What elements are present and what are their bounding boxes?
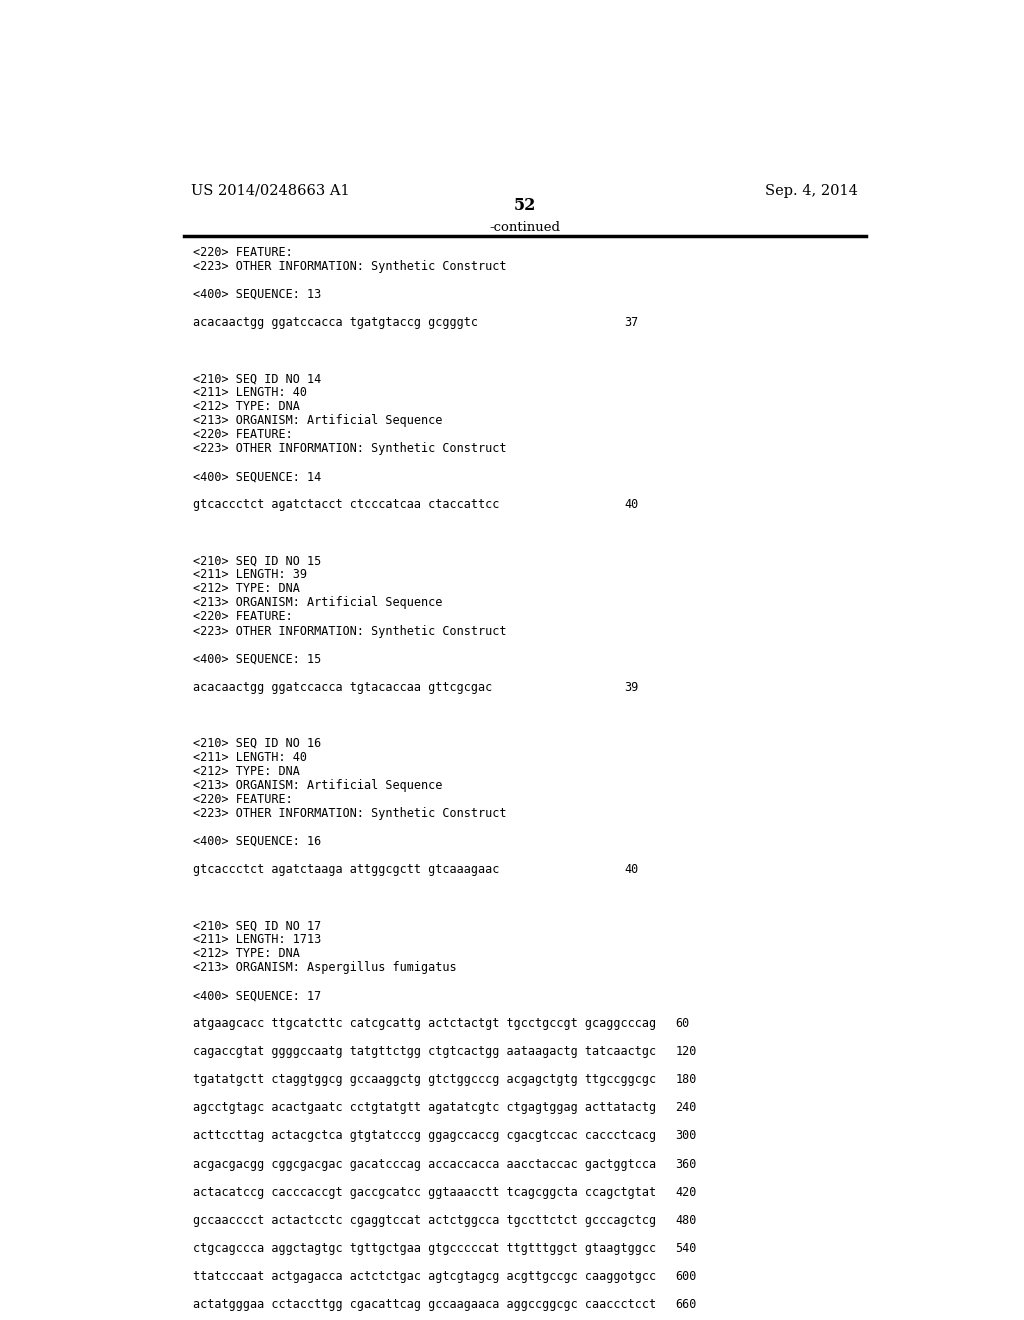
Text: <211> LENGTH: 40: <211> LENGTH: 40 (194, 385, 307, 399)
Text: 180: 180 (676, 1073, 697, 1086)
Text: <220> FEATURE:: <220> FEATURE: (194, 610, 293, 623)
Text: <213> ORGANISM: Aspergillus fumigatus: <213> ORGANISM: Aspergillus fumigatus (194, 961, 457, 974)
Text: 52: 52 (514, 197, 536, 214)
Text: acgacgacgg cggcgacgac gacatcccag accaccacca aacctaccac gactggtcca: acgacgacgg cggcgacgac gacatcccag accacca… (194, 1158, 656, 1171)
Text: <220> FEATURE:: <220> FEATURE: (194, 246, 293, 259)
Text: 420: 420 (676, 1185, 697, 1199)
Text: <211> LENGTH: 40: <211> LENGTH: 40 (194, 751, 307, 764)
Text: <211> LENGTH: 1713: <211> LENGTH: 1713 (194, 933, 322, 946)
Text: 540: 540 (676, 1242, 697, 1255)
Text: acttccttag actacgctca gtgtatcccg ggagccaccg cgacgtccac caccctcacg: acttccttag actacgctca gtgtatcccg ggagcca… (194, 1130, 656, 1143)
Text: 120: 120 (676, 1045, 697, 1059)
Text: <212> TYPE: DNA: <212> TYPE: DNA (194, 582, 300, 595)
Text: <210> SEQ ID NO 14: <210> SEQ ID NO 14 (194, 372, 322, 385)
Text: agcctgtagc acactgaatc cctgtatgtt agatatcgtc ctgagtggag acttatactg: agcctgtagc acactgaatc cctgtatgtt agatatc… (194, 1101, 656, 1114)
Text: <210> SEQ ID NO 15: <210> SEQ ID NO 15 (194, 554, 322, 568)
Text: <400> SEQUENCE: 17: <400> SEQUENCE: 17 (194, 989, 322, 1002)
Text: -continued: -continued (489, 222, 560, 235)
Text: <211> LENGTH: 39: <211> LENGTH: 39 (194, 569, 307, 581)
Text: cagaccgtat ggggccaatg tatgttctgg ctgtcactgg aataagactg tatcaactgc: cagaccgtat ggggccaatg tatgttctgg ctgtcac… (194, 1045, 656, 1059)
Text: 60: 60 (676, 1018, 690, 1030)
Text: <400> SEQUENCE: 16: <400> SEQUENCE: 16 (194, 836, 322, 847)
Text: ctgcagccca aggctagtgc tgttgctgaa gtgcccccat ttgtttggct gtaagtggcc: ctgcagccca aggctagtgc tgttgctgaa gtgcccc… (194, 1242, 656, 1255)
Text: <212> TYPE: DNA: <212> TYPE: DNA (194, 400, 300, 413)
Text: <212> TYPE: DNA: <212> TYPE: DNA (194, 948, 300, 960)
Text: actacatccg cacccaccgt gaccgcatcc ggtaaacctt tcagcggcta ccagctgtat: actacatccg cacccaccgt gaccgcatcc ggtaaac… (194, 1185, 656, 1199)
Text: <210> SEQ ID NO 17: <210> SEQ ID NO 17 (194, 919, 322, 932)
Text: <213> ORGANISM: Artificial Sequence: <213> ORGANISM: Artificial Sequence (194, 597, 442, 610)
Text: 360: 360 (676, 1158, 697, 1171)
Text: <223> OTHER INFORMATION: Synthetic Construct: <223> OTHER INFORMATION: Synthetic Const… (194, 807, 507, 820)
Text: atgaagcacc ttgcatcttc catcgcattg actctactgt tgcctgccgt gcaggcccag: atgaagcacc ttgcatcttc catcgcattg actctac… (194, 1018, 656, 1030)
Text: <223> OTHER INFORMATION: Synthetic Construct: <223> OTHER INFORMATION: Synthetic Const… (194, 624, 507, 638)
Text: <400> SEQUENCE: 13: <400> SEQUENCE: 13 (194, 288, 322, 301)
Text: 39: 39 (624, 681, 638, 693)
Text: <400> SEQUENCE: 14: <400> SEQUENCE: 14 (194, 470, 322, 483)
Text: gccaacccct actactcctc cgaggtccat actctggcca tgccttctct gcccagctcg: gccaacccct actactcctc cgaggtccat actctgg… (194, 1213, 656, 1226)
Text: actatgggaa cctaccttgg cgacattcag gccaagaaca aggccggcgc caaccctcct: actatgggaa cctaccttgg cgacattcag gccaaga… (194, 1298, 656, 1311)
Text: <210> SEQ ID NO 16: <210> SEQ ID NO 16 (194, 737, 322, 750)
Text: <220> FEATURE:: <220> FEATURE: (194, 793, 293, 805)
Text: 300: 300 (676, 1130, 697, 1143)
Text: 40: 40 (624, 863, 638, 876)
Text: <213> ORGANISM: Artificial Sequence: <213> ORGANISM: Artificial Sequence (194, 779, 442, 792)
Text: <212> TYPE: DNA: <212> TYPE: DNA (194, 764, 300, 777)
Text: gtcaccctct agatctaaga attggcgctt gtcaaagaac: gtcaccctct agatctaaga attggcgctt gtcaaag… (194, 863, 500, 876)
Text: US 2014/0248663 A1: US 2014/0248663 A1 (191, 183, 350, 198)
Text: gtcaccctct agatctacct ctcccatcaa ctaccattcc: gtcaccctct agatctacct ctcccatcaa ctaccat… (194, 498, 500, 511)
Text: <400> SEQUENCE: 15: <400> SEQUENCE: 15 (194, 652, 322, 665)
Text: <223> OTHER INFORMATION: Synthetic Construct: <223> OTHER INFORMATION: Synthetic Const… (194, 442, 507, 455)
Text: 660: 660 (676, 1298, 697, 1311)
Text: <220> FEATURE:: <220> FEATURE: (194, 428, 293, 441)
Text: Sep. 4, 2014: Sep. 4, 2014 (765, 183, 858, 198)
Text: 40: 40 (624, 498, 638, 511)
Text: 600: 600 (676, 1270, 697, 1283)
Text: ttatcccaat actgagacca actctctgac agtcgtagcg acgttgccgc caaggotgcc: ttatcccaat actgagacca actctctgac agtcgta… (194, 1270, 656, 1283)
Text: <223> OTHER INFORMATION: Synthetic Construct: <223> OTHER INFORMATION: Synthetic Const… (194, 260, 507, 273)
Text: 240: 240 (676, 1101, 697, 1114)
Text: acacaactgg ggatccacca tgtacaccaa gttcgcgac: acacaactgg ggatccacca tgtacaccaa gttcgcg… (194, 681, 493, 693)
Text: 37: 37 (624, 315, 638, 329)
Text: tgatatgctt ctaggtggcg gccaaggctg gtctggcccg acgagctgtg ttgccggcgc: tgatatgctt ctaggtggcg gccaaggctg gtctggc… (194, 1073, 656, 1086)
Text: <213> ORGANISM: Artificial Sequence: <213> ORGANISM: Artificial Sequence (194, 414, 442, 428)
Text: 480: 480 (676, 1213, 697, 1226)
Text: acacaactgg ggatccacca tgatgtaccg gcgggtc: acacaactgg ggatccacca tgatgtaccg gcgggtc (194, 315, 478, 329)
